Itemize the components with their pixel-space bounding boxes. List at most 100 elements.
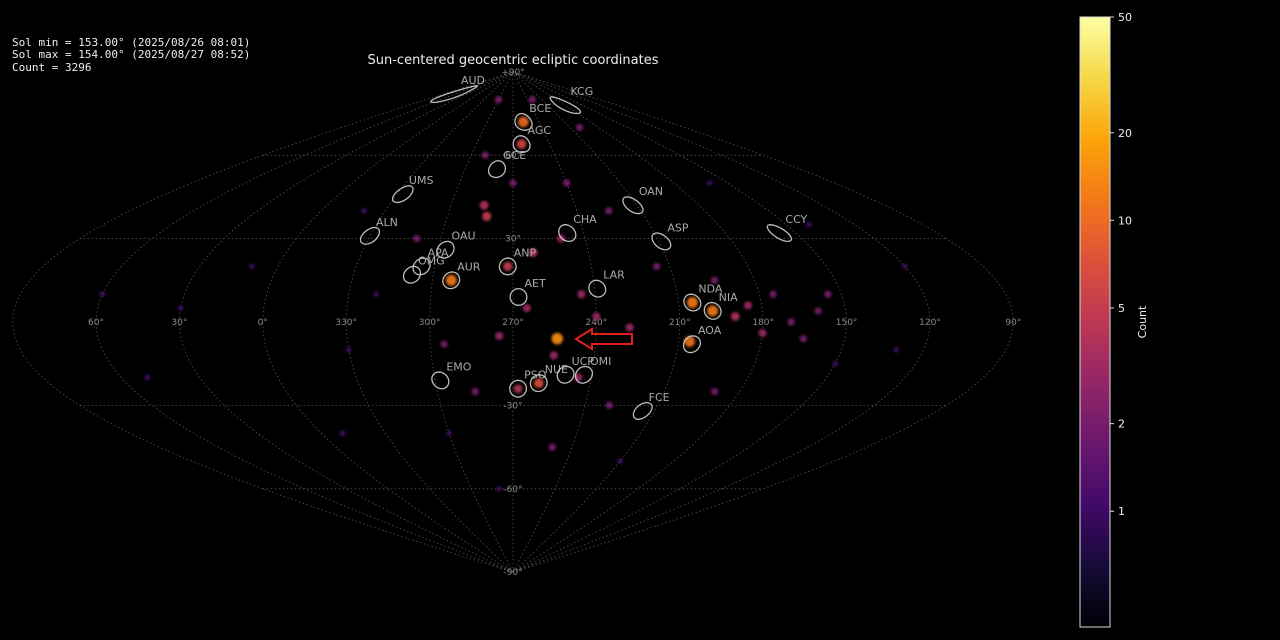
y-tick-label: -30° <box>503 401 522 411</box>
shower-radiant <box>442 271 461 290</box>
density-point <box>517 116 529 128</box>
colorbar-tick-label: 20 <box>1118 127 1132 140</box>
shower-label: AET <box>524 277 545 290</box>
shower-radiant <box>529 374 548 393</box>
shower-radiant <box>651 232 672 251</box>
shower-label: AUD <box>461 74 485 87</box>
shower-label: OMI <box>590 355 611 368</box>
shower-radiant <box>431 371 450 390</box>
density-point <box>814 307 822 315</box>
x-tick-label: 210° <box>669 318 691 328</box>
density-point <box>549 351 558 360</box>
grid-line <box>178 71 514 573</box>
shower-label: OAU <box>452 230 476 243</box>
info-line: Sol min = 153.00° (2025/08/26 08:01) <box>12 36 250 49</box>
shower-radiant <box>512 135 531 154</box>
x-tick-label: 300° <box>419 318 441 328</box>
shower-label: NUE <box>545 363 568 376</box>
y-tick-label: 30° <box>505 235 521 245</box>
colorbar-tick-label: 5 <box>1118 302 1125 315</box>
shower-radiant <box>402 265 422 284</box>
shower-label: OAN <box>639 185 663 198</box>
density-point <box>494 95 503 104</box>
shower-label: NDA <box>698 283 723 296</box>
shower-radiant <box>682 335 702 354</box>
colorbar-tick-label: 50 <box>1118 11 1132 24</box>
colorbar-label: Count <box>1136 305 1149 338</box>
y-tick-label: -90° <box>503 568 522 578</box>
shower-radiant <box>359 226 381 245</box>
shower-radiant <box>703 301 722 320</box>
y-tick-label: -60° <box>503 485 522 495</box>
density-point <box>551 332 563 345</box>
grid-line <box>512 71 597 573</box>
shower-radiant <box>558 224 577 243</box>
density-point <box>533 378 544 389</box>
info-line: Sol max = 154.00° (2025/08/27 08:52) <box>12 48 250 61</box>
density-point <box>522 304 531 313</box>
density-point <box>787 318 795 326</box>
density-point <box>617 458 624 464</box>
density-point <box>710 276 719 284</box>
shower-label: LAR <box>603 269 625 282</box>
colorbar-tick-label: 1 <box>1118 505 1125 518</box>
density-point <box>710 387 719 396</box>
grid-line <box>12 71 514 573</box>
shower-label: BCE <box>529 102 551 115</box>
density-point <box>177 305 184 312</box>
x-tick-label: 60° <box>88 318 104 328</box>
shower-radiant <box>487 160 507 179</box>
shower-label: FCE <box>649 391 670 404</box>
density-point <box>360 207 367 214</box>
density-point <box>799 335 807 343</box>
density-point <box>758 329 767 338</box>
density-point <box>495 331 504 340</box>
shower-label: CCY <box>785 213 807 226</box>
density-point <box>577 290 586 299</box>
shower-label: KCG <box>570 85 593 98</box>
shower-radiant <box>509 379 528 398</box>
x-tick-label: 240° <box>586 318 608 328</box>
colorbar-tick-label: 2 <box>1118 418 1125 431</box>
x-tick-label: 90° <box>1005 318 1021 328</box>
shower-label: EMO <box>446 360 471 373</box>
density-point <box>445 274 457 286</box>
shower-radiant <box>514 112 533 131</box>
density-point <box>743 301 753 310</box>
density-point <box>413 234 421 243</box>
shower-label: UCP <box>572 355 595 368</box>
density-point <box>481 151 489 159</box>
density-point <box>730 312 740 321</box>
density-point <box>516 139 527 149</box>
shower-radiant <box>498 257 517 276</box>
density-point <box>706 180 713 186</box>
density-point <box>605 207 613 215</box>
colorbar-tick-label: 10 <box>1118 214 1132 227</box>
grid-line <box>512 71 848 573</box>
density-point <box>446 430 453 437</box>
density-point <box>548 443 556 451</box>
density-point <box>605 401 613 410</box>
grid-line <box>345 71 514 573</box>
pointer-arrow <box>574 327 633 351</box>
shower-radiant <box>556 365 575 384</box>
info-line: Count = 3296 <box>12 61 91 74</box>
density-point <box>684 336 696 347</box>
density-point <box>686 297 698 309</box>
density-point <box>471 387 479 396</box>
density-point <box>824 290 832 298</box>
shower-radiant <box>622 196 644 215</box>
x-tick-label: 180° <box>752 318 774 328</box>
density-point <box>479 200 489 210</box>
y-tick-label: 60° <box>505 151 521 161</box>
shower-label: NIA <box>719 291 738 304</box>
x-tick-label: 120° <box>919 318 941 328</box>
density-point <box>248 263 255 270</box>
x-tick-label: 0° <box>258 318 268 328</box>
shower-label: GCE <box>503 149 526 162</box>
density-point <box>528 248 538 257</box>
density-point <box>440 340 448 348</box>
density-point <box>707 305 719 317</box>
shower-label: ASP <box>667 221 689 234</box>
density-point <box>345 346 352 353</box>
